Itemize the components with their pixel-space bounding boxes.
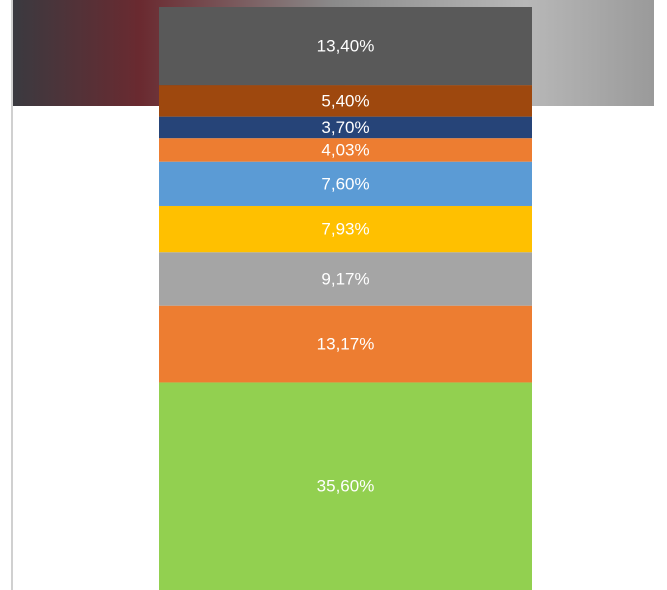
bar-segment [159, 205, 532, 253]
data-label: 13,40% [317, 37, 375, 56]
bar-segment [159, 85, 532, 117]
bar-segment [159, 305, 532, 383]
bar-segment [159, 7, 532, 86]
data-label: 7,93% [321, 220, 369, 239]
data-label: 3,70% [321, 118, 369, 137]
data-label: 4,03% [321, 140, 369, 159]
data-label: 13,17% [317, 335, 375, 354]
data-label: 9,17% [321, 269, 369, 288]
bar-segment [159, 382, 532, 590]
data-label: 7,60% [321, 174, 369, 193]
bar-segment [159, 138, 532, 162]
data-label: 35,60% [317, 477, 375, 496]
bar-segment [159, 116, 532, 139]
bar-segment [159, 252, 532, 306]
bar-segment [159, 161, 532, 206]
data-label: 5,40% [321, 91, 369, 110]
